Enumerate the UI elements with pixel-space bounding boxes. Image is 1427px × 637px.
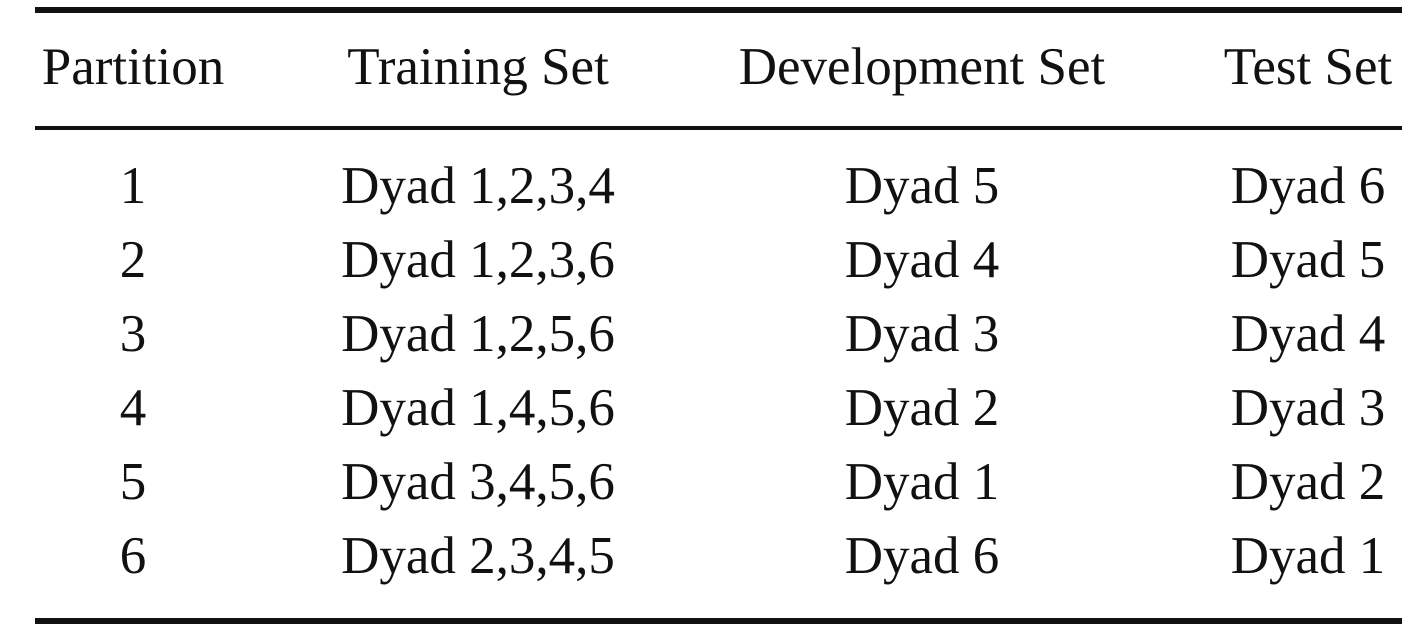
table-cell: Dyad 2 [1231, 453, 1386, 511]
column-header: Partition [42, 38, 225, 96]
table-cell: Dyad 4 [845, 231, 1000, 289]
table-cell: 3 [120, 305, 147, 363]
table-cell: Dyad 3 [1231, 379, 1386, 437]
table-cell: Dyad 1,2,5,6 [341, 305, 615, 363]
table-cell: Dyad 4 [1231, 305, 1386, 363]
table-cell: Dyad 6 [845, 527, 1000, 585]
table-cell: Dyad 1,2,3,6 [341, 231, 615, 289]
table-cell: 4 [120, 379, 147, 437]
table-cell: 5 [120, 453, 147, 511]
table-cell: Dyad 2,3,4,5 [341, 527, 615, 585]
table-cell: Dyad 5 [845, 157, 1000, 215]
table-cell: Dyad 3 [845, 305, 1000, 363]
table-cell: Dyad 2 [845, 379, 1000, 437]
table-cell: Dyad 6 [1231, 157, 1386, 215]
table-cell: 1 [120, 157, 147, 215]
table-cell: Dyad 3,4,5,6 [341, 453, 615, 511]
table-cell: Dyad 1 [1231, 527, 1386, 585]
table-cell: Dyad 1,4,5,6 [341, 379, 615, 437]
table-cell: 2 [120, 231, 147, 289]
table-cell: Dyad 1,2,3,4 [341, 157, 615, 215]
column-header: Development Set [739, 38, 1106, 96]
column-header: Test Set [1224, 38, 1393, 96]
table-cell: Dyad 1 [845, 453, 1000, 511]
column-header: Training Set [347, 38, 609, 96]
table-cell: 6 [120, 527, 147, 585]
table-cell: Dyad 5 [1231, 231, 1386, 289]
